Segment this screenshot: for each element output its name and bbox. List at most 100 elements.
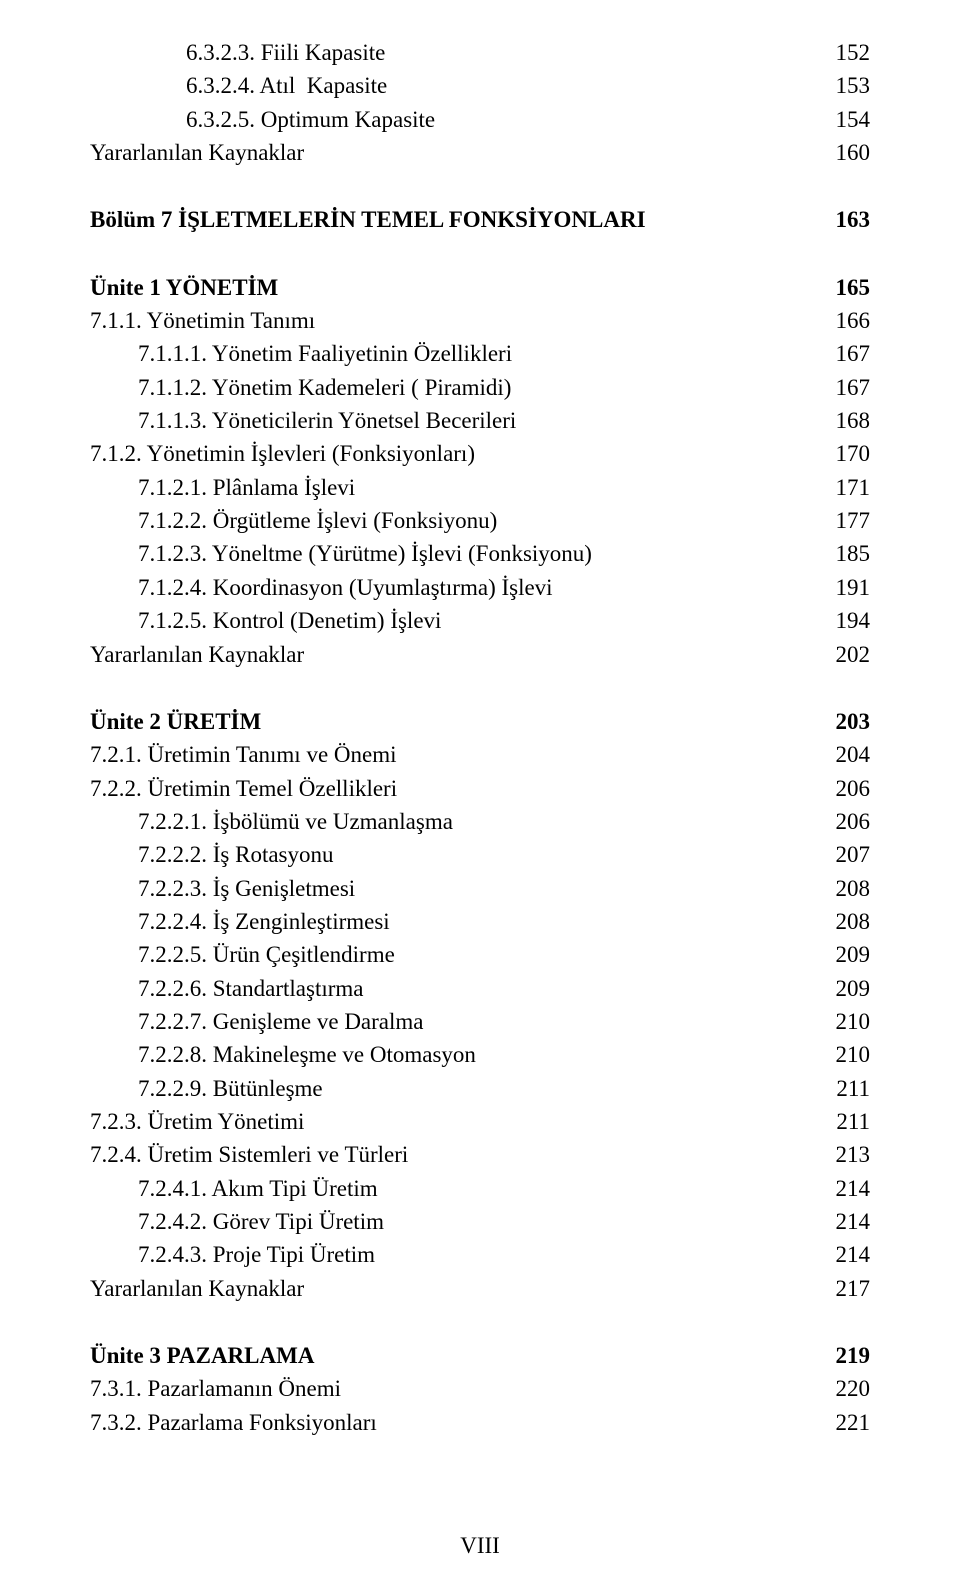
toc-page-number: 167	[816, 371, 871, 404]
toc-gap	[90, 671, 870, 705]
toc-page-number: 214	[816, 1205, 871, 1238]
toc-page-number: 214	[816, 1172, 871, 1205]
toc-line: 7.1.2.4. Koordinasyon (Uyumlaştırma) İşl…	[90, 571, 870, 604]
toc-line: 7.2.2.8. Makineleşme ve Otomasyon210	[90, 1038, 870, 1071]
toc-page-number: 168	[816, 404, 871, 437]
toc-gap	[90, 237, 870, 271]
toc-page-number: 204	[816, 738, 871, 771]
toc-line: 7.1.1.2. Yönetim Kademeleri ( Piramidi) 1…	[90, 371, 870, 404]
toc-line: 7.2.2.5. Ürün Çeşitlendirme209	[90, 938, 870, 971]
toc-label: 7.1.1.3. Yöneticilerin Yönetsel Becerile…	[90, 404, 516, 437]
toc-label: 7.1.2.2. Örgütleme İşlevi (Fonksiyonu)	[90, 504, 497, 537]
toc-line: 7.3.2. Pazarlama Fonksiyonları221	[90, 1406, 870, 1439]
toc-line: Yararlanılan Kaynaklar 160	[90, 136, 870, 169]
toc-page-number: 207	[816, 838, 871, 871]
toc-line: 6.3.2.4. Atıl Kapasite153	[90, 69, 870, 102]
toc-page-number: 166	[816, 304, 871, 337]
toc-label: 7.1.1.2. Yönetim Kademeleri ( Piramidi)	[90, 371, 511, 404]
toc-label: 7.2.4.1. Akım Tipi Üretim	[90, 1172, 378, 1205]
toc-line: 7.1.2. Yönetimin İşlevleri (Fonksiyonlar…	[90, 437, 870, 470]
toc-line: 7.3.1. Pazarlamanın Önemi 220	[90, 1372, 870, 1405]
toc-page-number: 202	[816, 638, 871, 671]
toc-page-number: 170	[816, 437, 871, 470]
toc-line: 7.2.2. Üretimin Temel Özellikleri 206	[90, 772, 870, 805]
toc-label: 7.2.4.2. Görev Tipi Üretim	[90, 1205, 384, 1238]
toc-page-number: 185	[816, 537, 871, 570]
toc-label: 7.2.2.8. Makineleşme ve Otomasyon	[90, 1038, 476, 1071]
toc-line: Bölüm 7 İŞLETMELERİN TEMEL FONKSİYONLARI…	[90, 203, 870, 236]
toc-page-number: 171	[816, 471, 871, 504]
toc-label: 6.3.2.5. Optimum Kapasite	[90, 103, 435, 136]
toc-line: Ünite 2 ÜRETİM 203	[90, 705, 870, 738]
toc-label: 7.1.2.3. Yöneltme (Yürütme) İşlevi (Fonk…	[90, 537, 592, 570]
toc-line: Ünite 1 YÖNETİM 165	[90, 271, 870, 304]
toc-label: 7.2.2.5. Ürün Çeşitlendirme	[90, 938, 395, 971]
toc-line: 7.2.2.1. İşbölümü ve Uzmanlaşma206	[90, 805, 870, 838]
toc-page-number: 214	[816, 1238, 871, 1271]
toc-line: 7.2.2.4. İş Zenginleştirmesi 208	[90, 905, 870, 938]
toc-page-number: 206	[816, 772, 871, 805]
toc-page-number: 165	[816, 271, 871, 304]
toc-page-number: 213	[816, 1138, 871, 1171]
toc-label: 7.2.2.4. İş Zenginleştirmesi	[90, 905, 390, 938]
toc-label: Yararlanılan Kaynaklar	[90, 1272, 304, 1305]
toc-line: 7.1.2.1. Plânlama İşlevi 171	[90, 471, 870, 504]
toc-line: 7.1.2.3. Yöneltme (Yürütme) İşlevi (Fonk…	[90, 537, 870, 570]
toc-label: 6.3.2.3. Fiili Kapasite	[90, 36, 385, 69]
toc-label: Ünite 1 YÖNETİM	[90, 271, 278, 304]
toc-label: 7.1.2.4. Koordinasyon (Uyumlaştırma) İşl…	[90, 571, 553, 604]
toc-label: 7.1.1.1. Yönetim Faaliyetinin Özellikler…	[90, 337, 512, 370]
toc-page-number: 194	[816, 604, 871, 637]
toc-page-number: 210	[816, 1005, 871, 1038]
toc-line: 7.2.2.3. İş Genişletmesi 208	[90, 872, 870, 905]
toc-line: 7.2.4.3. Proje Tipi Üretim 214	[90, 1238, 870, 1271]
toc-page-number: 160	[816, 136, 871, 169]
toc-label: 7.1.2.5. Kontrol (Denetim) İşlevi	[90, 604, 441, 637]
toc-label: Bölüm 7 İŞLETMELERİN TEMEL FONKSİYONLARI	[90, 203, 646, 236]
toc-line: 7.2.1. Üretimin Tanımı ve Önemi 204	[90, 738, 870, 771]
toc-line: 7.2.2.2. İş Rotasyonu207	[90, 838, 870, 871]
toc-label: 7.2.2.1. İşbölümü ve Uzmanlaşma	[90, 805, 453, 838]
page-folio: VIII	[0, 1533, 960, 1559]
toc-line: 7.2.2.9. Bütünleşme 211	[90, 1072, 870, 1105]
toc-label: Ünite 2 ÜRETİM	[90, 705, 261, 738]
toc-label: 7.1.2.1. Plânlama İşlevi	[90, 471, 355, 504]
toc-label: 7.2.2. Üretimin Temel Özellikleri	[90, 772, 397, 805]
toc-label: 7.2.1. Üretimin Tanımı ve Önemi	[90, 738, 397, 771]
toc-page-number: 211	[816, 1105, 870, 1138]
toc-label: Yararlanılan Kaynaklar	[90, 136, 304, 169]
toc-page-number: 208	[816, 905, 871, 938]
toc-line: 7.2.4.2. Görev Tipi Üretim 214	[90, 1205, 870, 1238]
toc-label: Ünite 3 PAZARLAMA	[90, 1339, 314, 1372]
toc-label: 7.2.2.7. Genişleme ve Daralma	[90, 1005, 424, 1038]
toc-line: 6.3.2.5. Optimum Kapasite154	[90, 103, 870, 136]
toc-page-number: 167	[816, 337, 871, 370]
toc-line: 7.2.4.1. Akım Tipi Üretim 214	[90, 1172, 870, 1205]
toc-page-number: 203	[816, 705, 871, 738]
toc-label: 7.3.1. Pazarlamanın Önemi	[90, 1372, 341, 1405]
toc-page-number: 220	[816, 1372, 871, 1405]
toc-label: 7.2.4.3. Proje Tipi Üretim	[90, 1238, 375, 1271]
toc-line: 6.3.2.3. Fiili Kapasite152	[90, 36, 870, 69]
toc-label: 7.2.2.9. Bütünleşme	[90, 1072, 323, 1105]
toc-label: 7.2.2.3. İş Genişletmesi	[90, 872, 355, 905]
toc-label: 7.2.3. Üretim Yönetimi	[90, 1105, 304, 1138]
toc-page-number: 219	[816, 1339, 871, 1372]
toc-page-number: 217	[816, 1272, 871, 1305]
toc-line: 7.2.2.6. Standartlaştırma209	[90, 972, 870, 1005]
toc-page-number: 177	[816, 504, 871, 537]
toc-line: 7.2.4. Üretim Sistemleri ve Türleri 213	[90, 1138, 870, 1171]
toc-label: 7.2.4. Üretim Sistemleri ve Türleri	[90, 1138, 408, 1171]
toc-page-number: 209	[816, 972, 871, 1005]
toc-line: 7.1.1. Yönetimin Tanımı166	[90, 304, 870, 337]
toc-label: Yararlanılan Kaynaklar	[90, 638, 304, 671]
toc-gap	[90, 169, 870, 203]
toc-body: 6.3.2.3. Fiili Kapasite1526.3.2.4. Atıl …	[90, 36, 870, 1439]
toc-line: 7.2.2.7. Genişleme ve Daralma 210	[90, 1005, 870, 1038]
toc-line: 7.1.1.3. Yöneticilerin Yönetsel Becerile…	[90, 404, 870, 437]
toc-line: 7.1.2.5. Kontrol (Denetim) İşlevi 194	[90, 604, 870, 637]
toc-line: Ünite 3 PAZARLAMA 219	[90, 1339, 870, 1372]
toc-page-number: 211	[816, 1072, 870, 1105]
toc-page-number: 208	[816, 872, 871, 905]
toc-label: 7.1.2. Yönetimin İşlevleri (Fonksiyonlar…	[90, 437, 475, 470]
